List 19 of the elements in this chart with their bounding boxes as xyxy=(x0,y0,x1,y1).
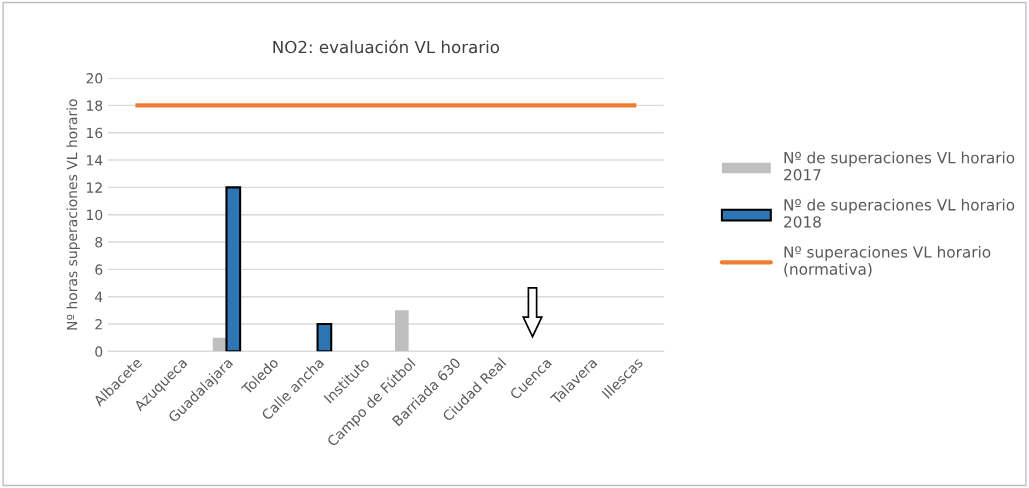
y-tick-label: 4 xyxy=(95,291,103,302)
y-tick-label: 6 xyxy=(95,264,103,275)
y-tick-label: 16 xyxy=(87,127,103,139)
bar xyxy=(316,322,333,352)
legend-label: Nº superaciones VL horario (normativa) xyxy=(784,245,991,277)
y-tick-label: 14 xyxy=(87,155,103,166)
chart-title: NO2: evaluación VL horario xyxy=(273,39,500,54)
y-tick-label: 2 xyxy=(95,319,102,330)
y-tick-label: 18 xyxy=(87,100,103,111)
y-tick-label: 20 xyxy=(86,73,103,84)
legend-label: Nº de superaciones VL horario 2017 xyxy=(784,151,1015,181)
bar xyxy=(394,310,409,352)
y-tick-label: 0 xyxy=(95,346,103,357)
y-tick-label: 8 xyxy=(95,237,103,248)
y-tick-label: 10 xyxy=(87,209,103,221)
legend-label: Nº de superaciones VL horario 2018 xyxy=(784,198,1015,228)
bar xyxy=(225,186,242,352)
y-axis-title: Nº horas superaciones VL horario xyxy=(66,99,80,330)
y-tick-label: 12 xyxy=(87,182,102,193)
